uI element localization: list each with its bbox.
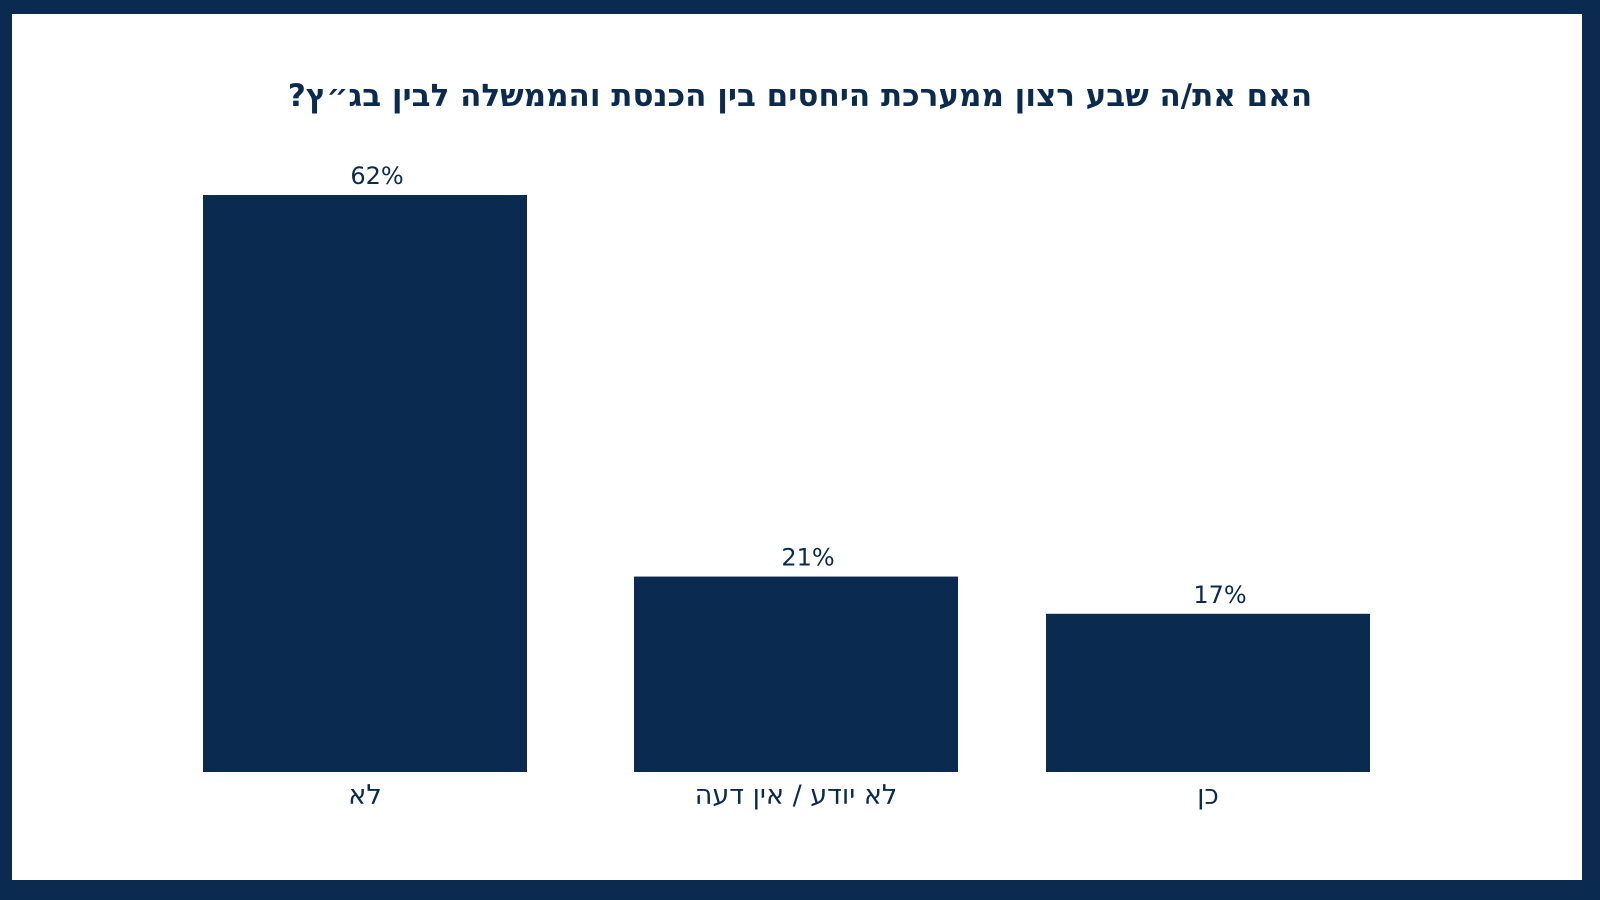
bars-layer bbox=[203, 195, 1370, 772]
category-label-3: כן bbox=[1197, 780, 1219, 811]
bar-value-label-2: 21% bbox=[781, 544, 834, 572]
chart-title: האם את/ה שבע רצון ממערכת היחסים בין הכנס… bbox=[287, 78, 1313, 114]
bar-3 bbox=[1046, 613, 1370, 772]
labels-layer: 62% לא 21% לא יודע / אין דעה 17% כן bbox=[348, 162, 1246, 811]
bar-1 bbox=[203, 195, 527, 772]
bar-value-label-1: 62% bbox=[350, 162, 403, 190]
category-label-1: לא bbox=[348, 780, 381, 811]
bar-2 bbox=[634, 576, 958, 772]
bar-value-label-3: 17% bbox=[1193, 581, 1246, 609]
category-label-2: לא יודע / אין דעה bbox=[695, 780, 898, 811]
